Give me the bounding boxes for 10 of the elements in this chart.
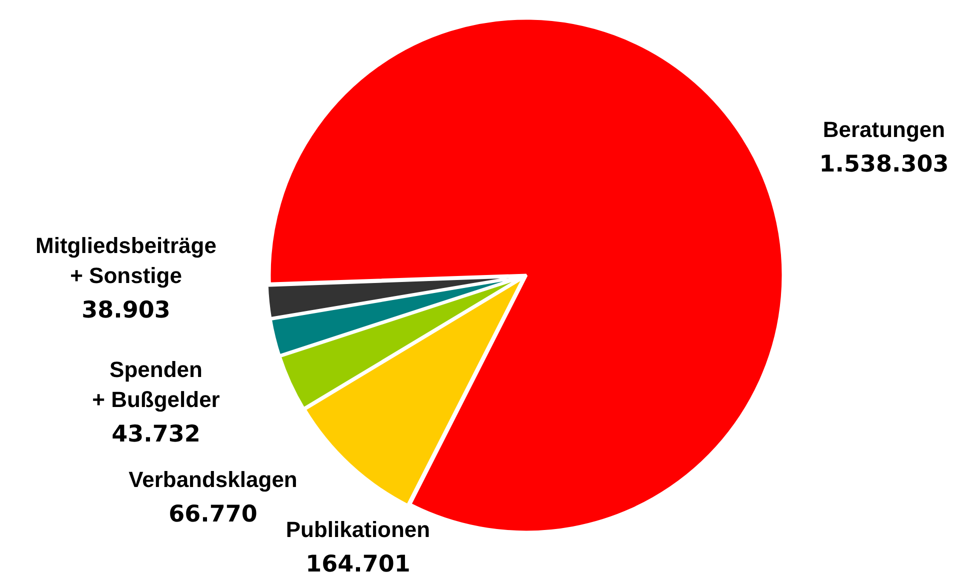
data-label: 38.903 (82, 297, 170, 324)
slice-label: Verbandsklagen (128, 467, 298, 492)
slice-label: Beratungen (822, 117, 946, 142)
data-label: 164.701 (306, 551, 410, 578)
data-label: 43.732 (112, 421, 200, 448)
slice-label: Mitgliedsbeiträge + Sonstige (36, 233, 216, 288)
slice-label: Spenden + Bußgelder (92, 357, 220, 412)
slice-label: Publikationen (286, 517, 430, 542)
data-label: 66.770 (168, 501, 258, 528)
data-label: 1.538.303 (819, 151, 949, 178)
